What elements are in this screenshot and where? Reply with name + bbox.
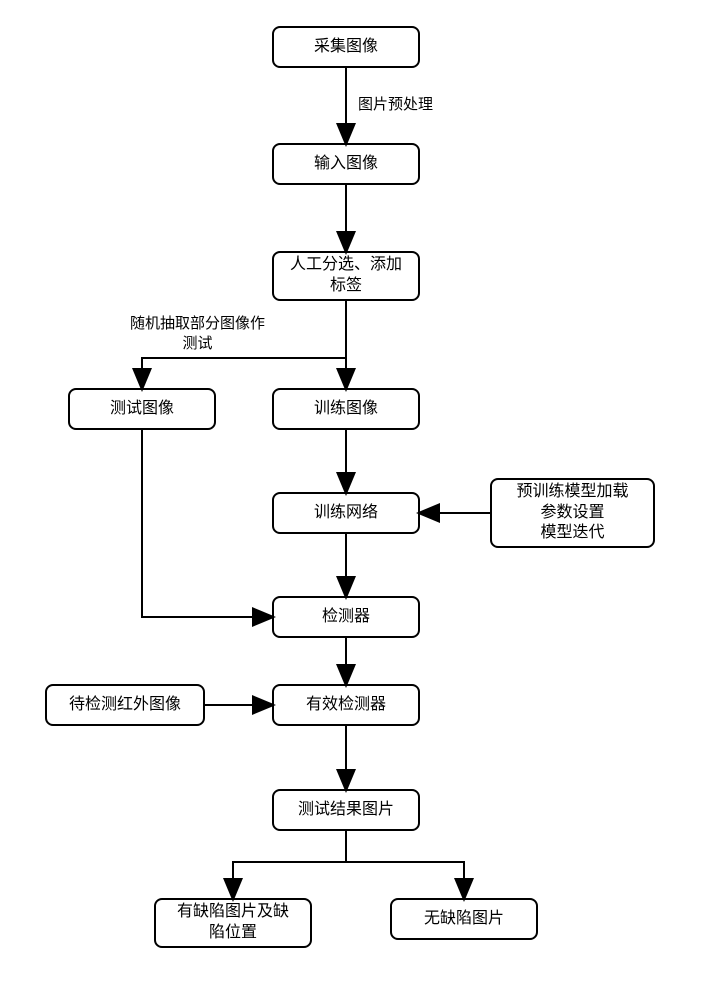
node-detector: 检测器 xyxy=(272,596,420,638)
node-test-image: 测试图像 xyxy=(68,388,216,430)
node-train-network: 训练网络 xyxy=(272,492,420,534)
node-collect-image: 采集图像 xyxy=(272,26,420,68)
node-infrared-input: 待检测红外图像 xyxy=(45,684,205,726)
edge-label-preprocess: 图片预处理 xyxy=(358,95,433,115)
node-test-result: 测试结果图片 xyxy=(272,789,420,831)
node-manual-label: 人工分选、添加 标签 xyxy=(272,251,420,301)
node-train-image: 训练图像 xyxy=(272,388,420,430)
node-valid-detector: 有效检测器 xyxy=(272,684,420,726)
edge-label-random-sample: 随机抽取部分图像作 测试 xyxy=(130,314,265,353)
node-defect-result: 有缺陷图片及缺 陷位置 xyxy=(154,898,312,948)
node-input-image: 输入图像 xyxy=(272,143,420,185)
node-pretrained-params: 预训练模型加载 参数设置 模型迭代 xyxy=(490,478,655,548)
node-no-defect-result: 无缺陷图片 xyxy=(390,898,538,940)
